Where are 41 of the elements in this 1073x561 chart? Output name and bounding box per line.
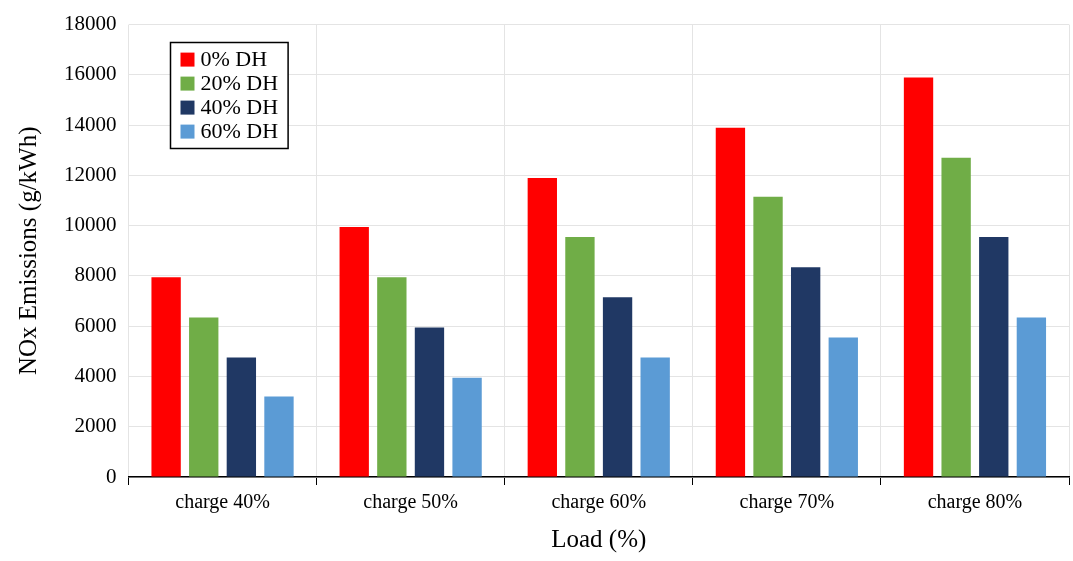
- bar: [790, 267, 821, 477]
- bar: [151, 277, 181, 477]
- bar: [414, 327, 445, 477]
- x-tick-label: charge 70%: [739, 490, 835, 514]
- bar: [903, 77, 934, 477]
- bar: [941, 157, 971, 477]
- y-tick-label: 2000: [74, 413, 117, 438]
- bar: [715, 127, 746, 477]
- bar: [452, 377, 482, 477]
- x-tick-label: charge 60%: [551, 490, 647, 514]
- bar: [979, 236, 1009, 477]
- y-tick-label: 4000: [74, 362, 117, 387]
- legend-label: 40% DH: [200, 94, 279, 120]
- y-tick-label: 10000: [64, 212, 117, 237]
- y-tick-label: 6000: [74, 312, 117, 337]
- bar: [226, 357, 257, 477]
- bar: [1016, 317, 1047, 477]
- x-tick-label: charge 80%: [927, 490, 1023, 514]
- y-axis-title: NOx Emissions (g/kWh): [13, 126, 42, 376]
- x-tick-label: charge 40%: [175, 490, 270, 514]
- bar: [527, 177, 557, 477]
- x-axis-title: Load (%): [551, 524, 647, 553]
- bar: [640, 357, 670, 477]
- y-tick-label: 14000: [64, 111, 117, 136]
- y-tick-label: 12000: [64, 161, 117, 186]
- x-tick-label: charge 50%: [363, 490, 458, 514]
- bar: [377, 277, 407, 477]
- bar: [565, 236, 595, 477]
- bar: [339, 226, 369, 477]
- bar: [828, 337, 858, 477]
- legend-label: 20% DH: [200, 70, 279, 96]
- bar: [189, 317, 219, 477]
- y-tick-label: 18000: [64, 11, 117, 36]
- legend-label: 60% DH: [200, 118, 279, 144]
- bar: [264, 396, 294, 477]
- legend-label: 0% DH: [200, 46, 268, 72]
- bar: [753, 196, 783, 477]
- y-tick-label: 0: [106, 463, 117, 488]
- bar: [602, 297, 633, 477]
- y-tick-label: 16000: [64, 61, 117, 86]
- y-tick-label: 8000: [74, 262, 117, 287]
